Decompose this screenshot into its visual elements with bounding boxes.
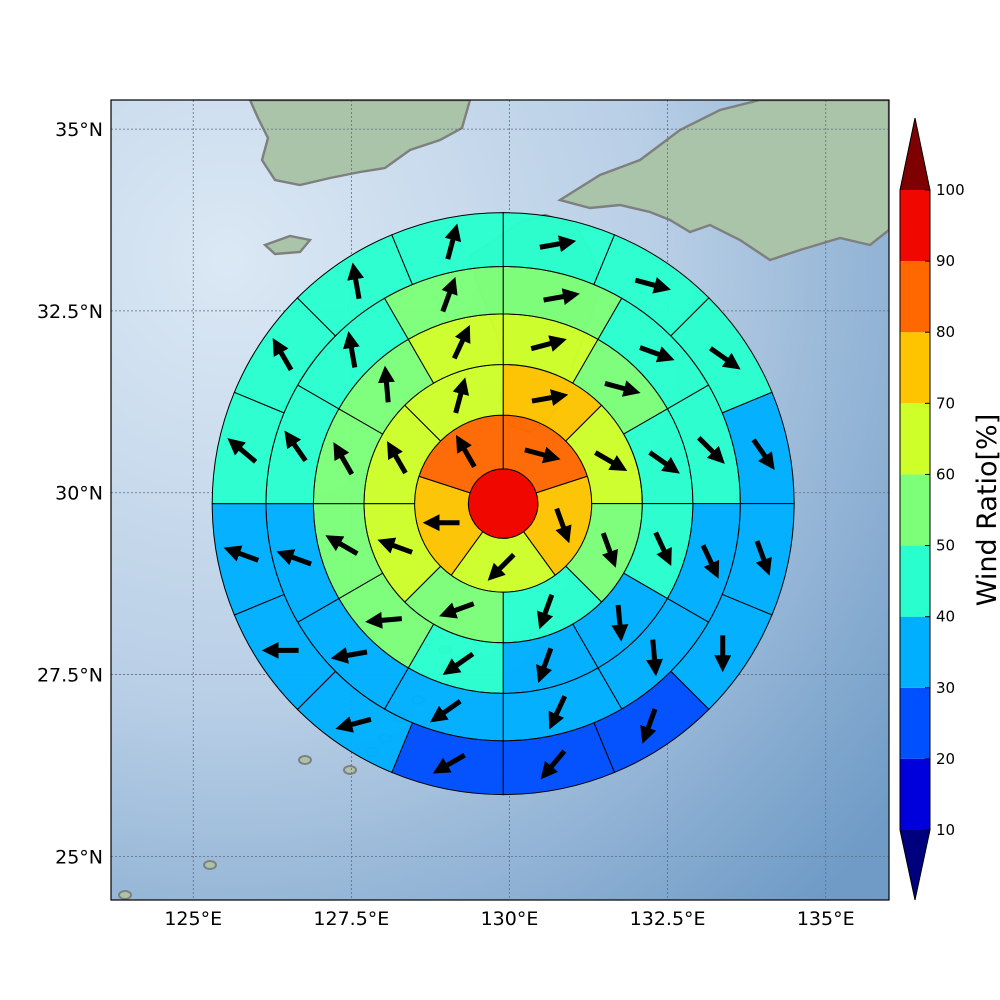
wind-arrow: [330, 647, 368, 664]
colorbar-title: Wind Ratio[%]: [972, 414, 1000, 606]
lat-tick-labels: 25°N 27.5°N 30°N 32.5°N 35°N: [37, 119, 103, 868]
colorbar-bin: [900, 403, 930, 475]
colorbar-bin: [900, 687, 930, 759]
colorbar-tick-label: 40: [936, 608, 955, 626]
wind-arrow: [347, 262, 364, 300]
colorbar-under-extension: [900, 830, 930, 900]
lat-tick-label: 30°N: [55, 483, 103, 505]
colorbar-tick-label: 100: [936, 181, 965, 199]
wind-arrow: [754, 540, 772, 576]
wind-ratio-cells: [211, 212, 795, 796]
wind-arrow: [640, 708, 658, 744]
colorbar-over-extension: [900, 118, 930, 190]
wind-arrow: [539, 235, 577, 253]
colorbar-tick-label: 30: [936, 679, 955, 697]
lat-tick-label: 32.5°N: [37, 301, 103, 323]
island: [343, 765, 357, 775]
wind-arrow: [342, 331, 360, 368]
wind-arrow: [325, 535, 359, 556]
colorbar-bin: [900, 332, 930, 404]
wind-arrow: [432, 752, 466, 774]
wind-arrow: [531, 389, 569, 406]
wind-arrow: [440, 276, 458, 313]
landmass: [248, 100, 472, 187]
colorbar-bin: [900, 758, 930, 830]
wind-arrow: [554, 507, 572, 544]
wind-arrow: [709, 346, 741, 370]
wind-arrow: [452, 377, 470, 414]
wind-arrow: [276, 549, 312, 567]
wind-arrow: [751, 438, 775, 471]
colorbar-bin: [900, 616, 930, 688]
map-panel: 125°E 127.5°E 130°E 132.5°E 135°E 25°N 27.5°N…: [37, 99, 890, 930]
wind-arrow: [439, 601, 475, 619]
island: [203, 860, 217, 870]
lon-tick-label: 132.5°E: [630, 908, 706, 930]
wind-arrow: [594, 450, 628, 471]
wind-arrows: [223, 223, 775, 780]
wind-arrow: [487, 552, 516, 581]
wind-arrow: [455, 434, 477, 468]
wind-arrow: [600, 532, 618, 568]
wind-arrow: [223, 545, 260, 563]
wind-arrow: [648, 450, 680, 474]
island: [118, 890, 132, 900]
lon-tick-labels: 125°E 127.5°E 130°E 132.5°E 135°E: [164, 908, 854, 930]
wind-arrow: [530, 335, 567, 352]
map-frame: [110, 99, 890, 901]
colorbar-tick-label: 50: [936, 537, 955, 555]
colorbar-bin: [900, 474, 930, 546]
wind-arrow: [227, 438, 258, 464]
wind-arrow: [444, 223, 462, 260]
wind-arrow: [646, 639, 664, 677]
lat-tick-label: 25°N: [55, 846, 103, 868]
colorbar-tick-label: 20: [936, 750, 955, 768]
colorbar-bin: [900, 190, 930, 262]
lat-tick-label: 27.5°N: [37, 665, 103, 687]
wind-arrow: [537, 593, 555, 630]
colorbar-bin: [900, 261, 930, 333]
wind-arrow: [634, 277, 671, 294]
wind-arrow: [430, 699, 462, 723]
wind-arrow: [548, 695, 568, 730]
wind-arrow: [387, 441, 408, 475]
wind-arrow: [272, 338, 294, 372]
colorbar-tick-label: 70: [936, 394, 955, 412]
lon-tick-label: 127.5°E: [313, 908, 389, 930]
wind-cell: [391, 212, 504, 286]
wind-arrow: [604, 380, 641, 397]
lon-tick-label: 135°E: [797, 908, 855, 930]
lat-tick-label: 35°N: [55, 119, 103, 141]
wind-arrow: [377, 537, 413, 555]
wind-arrow: [696, 436, 725, 464]
wind-arrow: [639, 345, 675, 363]
colorbar-tick-label: 80: [936, 323, 955, 341]
wind-arrow: [333, 442, 354, 476]
colorbar-tick-label: 10: [936, 821, 955, 839]
wind-arrow: [611, 604, 629, 642]
wind-arrow: [442, 651, 475, 676]
colorbar-tick-label: 60: [936, 465, 955, 483]
wind-arrow: [543, 288, 580, 305]
wind-arrow: [365, 611, 403, 629]
lon-tick-label: 130°E: [481, 908, 539, 930]
colorbar-bin: [900, 545, 930, 617]
wind-arrow: [700, 544, 720, 579]
wind-arrow: [524, 446, 561, 464]
wind-arrow: [451, 324, 471, 360]
island: [298, 755, 312, 765]
wind-arrow: [536, 647, 554, 684]
wind-arrow: [540, 749, 567, 780]
landmass: [557, 100, 889, 262]
colorbar: 10 20 30 40 50 60 70 80 90 100: [899, 117, 965, 901]
wind-arrow: [335, 716, 372, 733]
colorbar-tick-label: 90: [936, 252, 955, 270]
lon-tick-label: 125°E: [164, 908, 222, 930]
wind-arrow: [653, 531, 672, 567]
wind-arrow: [284, 430, 308, 463]
wind-arrow: [377, 365, 395, 403]
landmass: [262, 234, 313, 256]
